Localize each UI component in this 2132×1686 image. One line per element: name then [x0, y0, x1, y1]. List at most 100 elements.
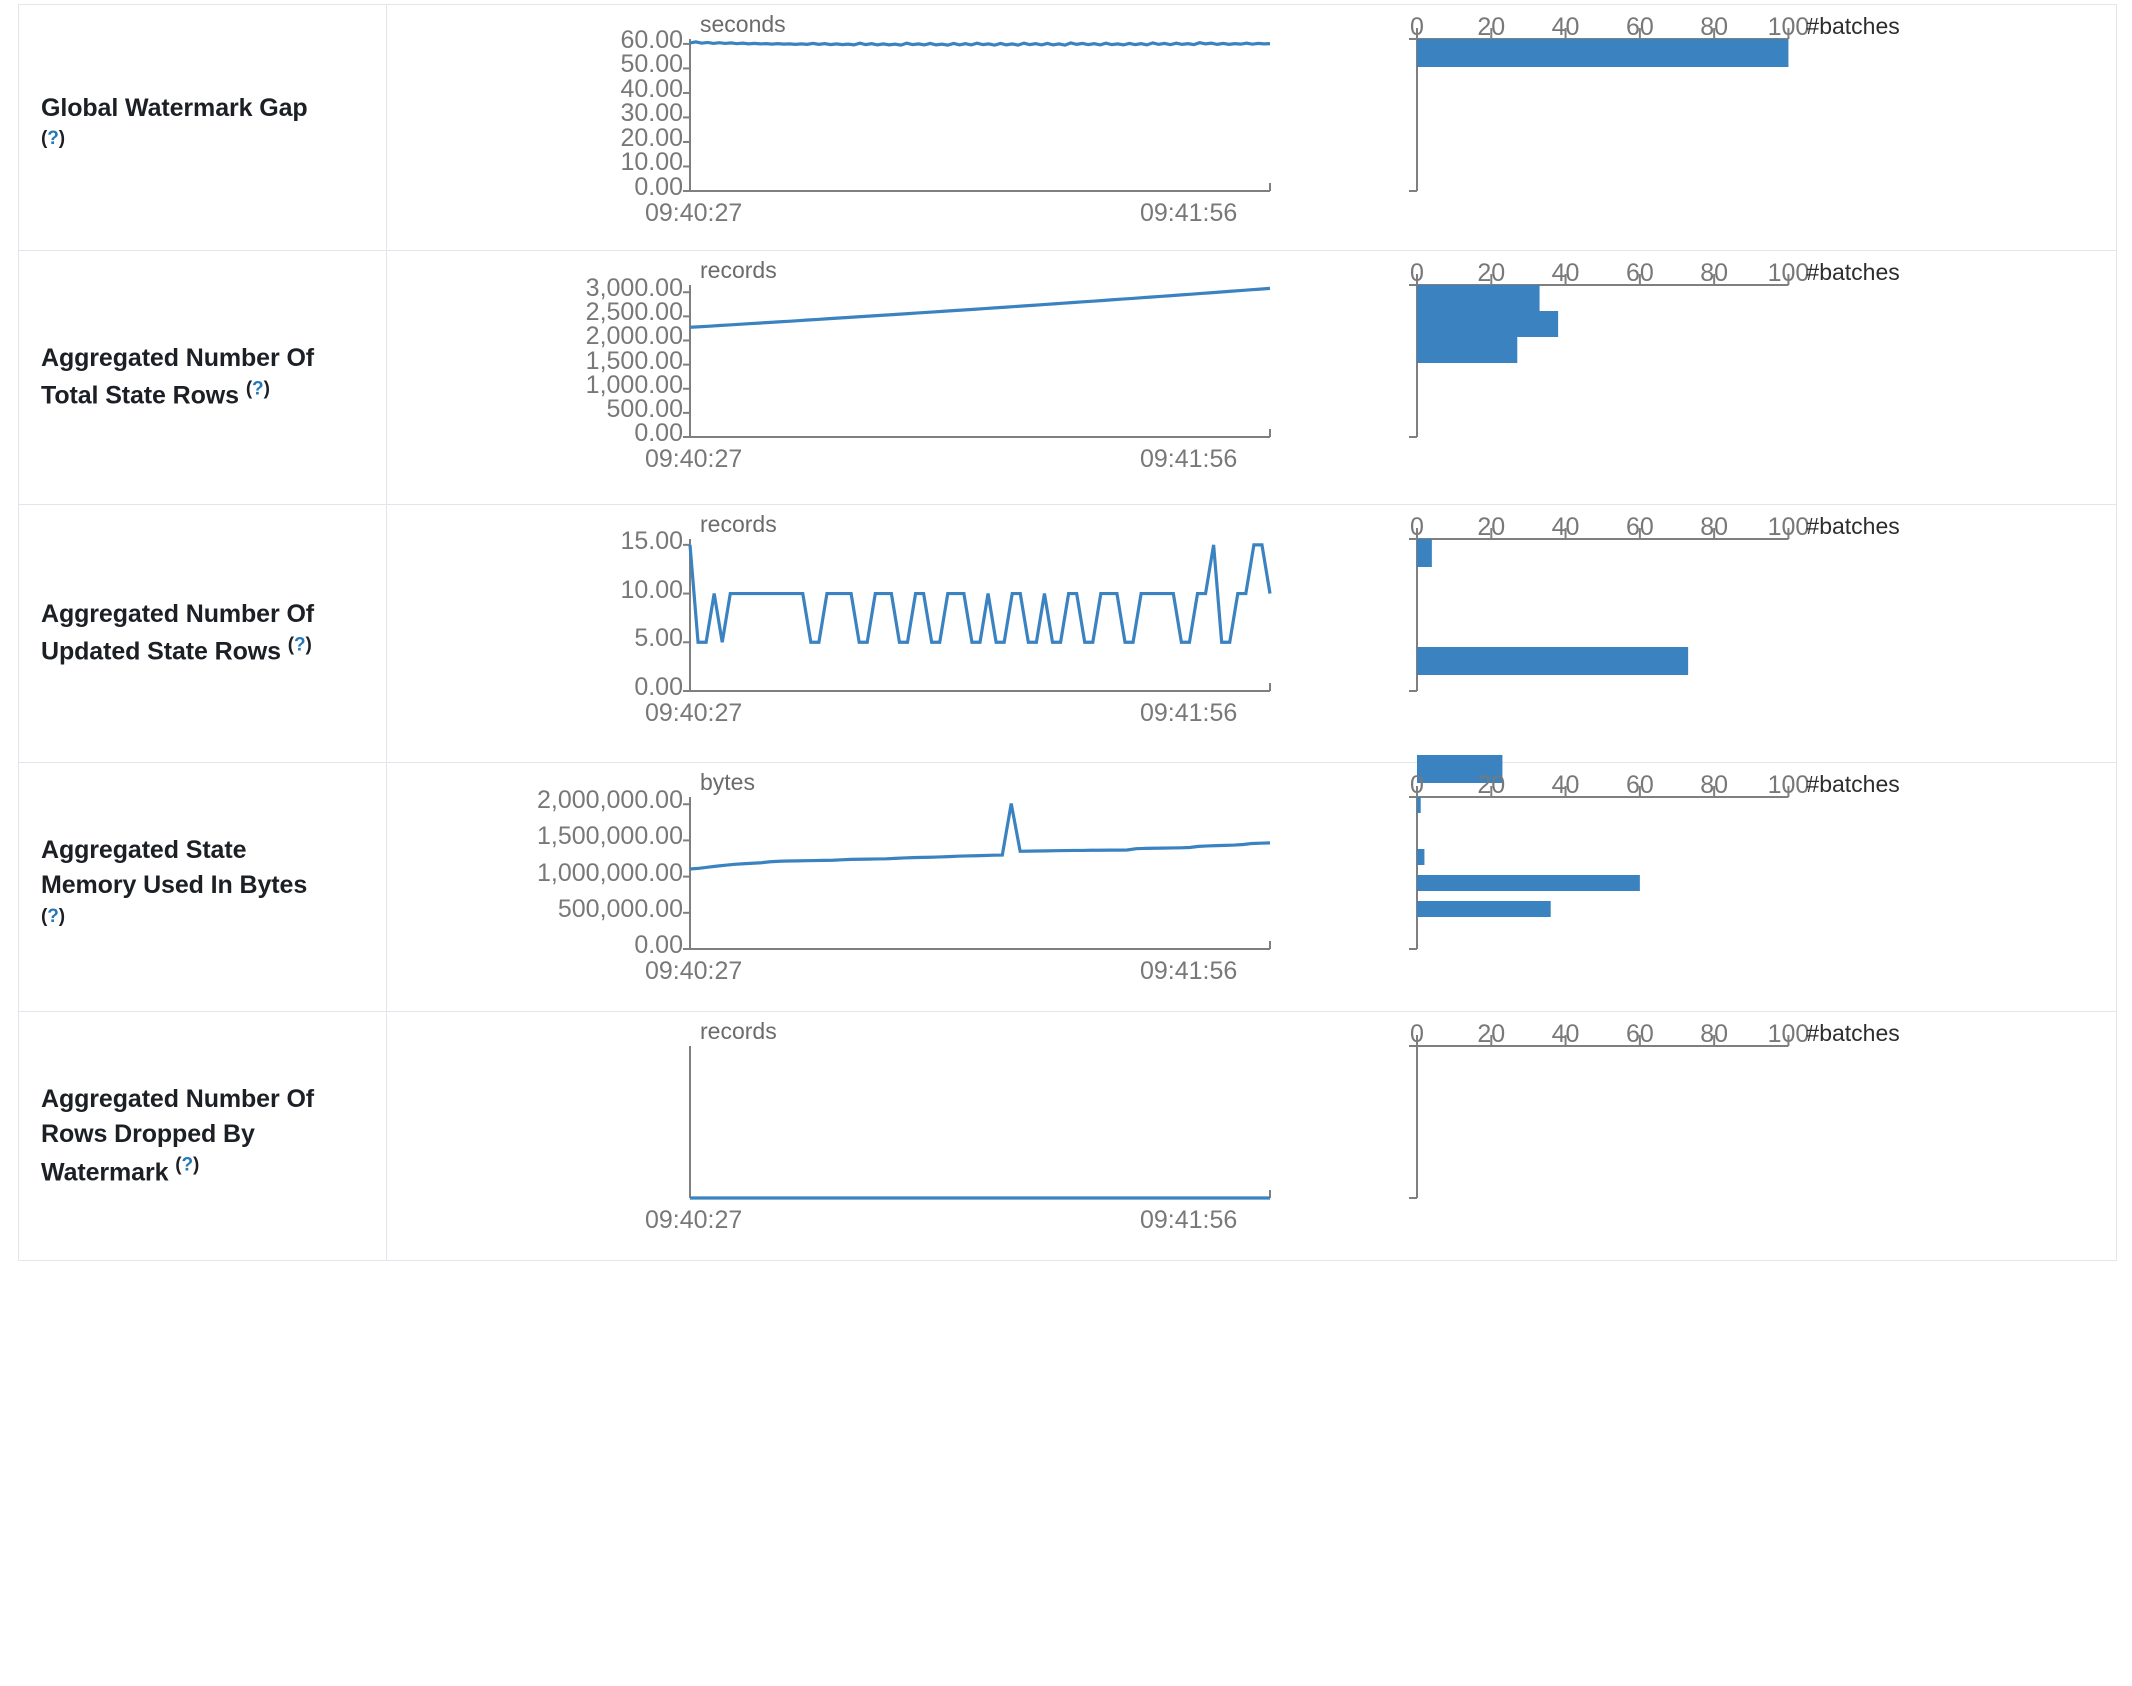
metric-charts-cell: bytes 2,000,000.00 1,500,000.00 1,000,000.0… — [386, 762, 2117, 1012]
histogram-axis-label: #batches — [1806, 13, 1900, 39]
histogram-tick-label: 0 — [1410, 13, 1424, 41]
histogram-axis-label: #batches — [1806, 1020, 1900, 1046]
histogram-tick-label: 0 — [1410, 771, 1424, 799]
metric-name-line: Aggregated State — [41, 835, 247, 864]
metric-name: Aggregated Number Of Rows Dropped By Water… — [19, 1082, 386, 1191]
metric-name: Aggregated Number Of Total State Rows (?) — [19, 341, 386, 414]
histogram-axis-label: #batches — [1806, 513, 1900, 539]
timeline-x-tick-start: 09:40:27 — [645, 957, 743, 985]
histogram-bar — [1417, 539, 1432, 567]
metric-label-cell: Aggregated Number Of Rows Dropped By Water… — [18, 1011, 387, 1261]
help-icon[interactable]: ? — [293, 634, 306, 656]
timeline-plot[interactable] — [683, 285, 1271, 438]
histogram-tick-label: 0 — [1410, 259, 1424, 287]
charts-container: bytes 2,000,000.00 1,500,000.00 1,000,000.0… — [387, 763, 2116, 1011]
histogram-bar — [1417, 337, 1518, 363]
metric-name-line: Total State Rows (?) — [41, 378, 270, 410]
histogram-plot[interactable] — [1409, 274, 1817, 438]
timeline-y-tick: 2,000.00 — [585, 322, 683, 351]
timeline-x-tick-end: 09:41:56 — [1140, 957, 1238, 985]
timeline-x-tick-end: 09:41:56 — [1140, 699, 1238, 727]
metric-label-cell: Aggregated State Memory Used In Bytes (?) — [18, 762, 387, 1012]
timeline-y-tick: 50.00 — [620, 50, 683, 79]
metric-row: Global Watermark Gap (?) seconds 60.00 50.00… — [18, 4, 2117, 251]
metric-charts-cell: records 3,000.00 2,500.00 2,000.00 1,500.00 1… — [386, 250, 2117, 505]
timeline-unit-label: records — [700, 257, 777, 283]
charts-container: seconds 60.00 50.00 40.00 30.00 20.00 10.00 0.0… — [387, 5, 2116, 250]
timeline-plot[interactable] — [683, 539, 1272, 692]
histogram-plot[interactable] — [1409, 786, 1817, 950]
metric-name-line: Aggregated Number Of — [41, 1084, 315, 1113]
timeline-unit-label: records — [700, 511, 777, 537]
timeline-y-tick: 500,000.00 — [557, 894, 683, 923]
histogram-bar — [1417, 647, 1689, 675]
metric-row: Aggregated Number Of Total State Rows (?)… — [18, 250, 2117, 505]
metric-name-line: Aggregated Number Of — [41, 599, 315, 628]
histogram-bar — [1417, 311, 1559, 337]
timeline-y-tick: 40.00 — [620, 74, 683, 103]
timeline-x-tick-start: 09:40:27 — [645, 199, 743, 227]
timeline-y-tick: 10.00 — [620, 575, 683, 604]
help-icon[interactable]: ? — [47, 905, 59, 927]
help-icon[interactable]: ? — [47, 128, 59, 150]
metric-name: Global Watermark Gap (?) — [19, 91, 386, 164]
metric-name-line: Updated State Rows (?) — [41, 634, 312, 666]
charts-container: records 09:40:27 09:41:56 0 20 40 60 80 100 #batc… — [387, 1012, 2116, 1260]
timeline-y-tick: 30.00 — [620, 99, 683, 128]
timeline-y-tick: 2,000,000.00 — [537, 786, 683, 815]
metric-charts-cell: records 09:40:27 09:41:56 0 20 40 60 80 100 #batc… — [386, 1011, 2117, 1261]
timeline-y-tick: 0.00 — [634, 173, 683, 201]
metric-label-cell: Aggregated Number Of Total State Rows (?) — [18, 250, 387, 505]
help-icon[interactable]: ? — [252, 378, 264, 400]
timeline-y-tick: 2,500.00 — [585, 298, 683, 327]
metric-name-line: Memory Used In Bytes — [41, 871, 308, 900]
metric-charts-cell: records 15.00 10.00 5.00 0.00 09:40:27 09:41:5… — [386, 504, 2117, 783]
histogram-plot[interactable] — [1409, 528, 1817, 783]
timeline-y-tick: 0.00 — [634, 673, 683, 701]
timeline-y-tick: 500.00 — [606, 394, 683, 423]
charts-container: records 15.00 10.00 5.00 0.00 09:40:27 09:41:5… — [387, 505, 2116, 783]
metric-row: Aggregated Number Of Updated State Rows (… — [18, 504, 2117, 783]
timeline-y-tick: 1,000,000.00 — [537, 858, 683, 887]
histogram-bar — [1417, 797, 1421, 813]
metric-row: Aggregated Number Of Rows Dropped By Water… — [18, 1011, 2117, 1261]
metric-name-line: Global Watermark Gap — [41, 93, 308, 122]
timeline-y-tick: 1,000.00 — [585, 370, 683, 399]
timeline-plot[interactable] — [683, 39, 1271, 192]
histogram-bar — [1417, 39, 1789, 67]
timeline-x-tick-end: 09:41:56 — [1140, 1206, 1238, 1234]
timeline-x-tick-start: 09:40:27 — [645, 699, 743, 727]
timeline-unit-label: seconds — [700, 11, 786, 37]
help-group: (?) — [175, 1154, 200, 1176]
histogram-bar — [1417, 755, 1503, 783]
histogram-bar — [1417, 285, 1540, 311]
metric-label-cell: Global Watermark Gap (?) — [18, 4, 387, 251]
histogram-axis-label: #batches — [1806, 771, 1900, 797]
timeline-unit-label: bytes — [700, 769, 755, 795]
histogram-tick-label: 0 — [1410, 513, 1424, 541]
timeline-y-tick: 0.00 — [634, 419, 683, 447]
timeline-x-tick-start: 09:40:27 — [645, 1206, 743, 1234]
timeline-plot[interactable] — [683, 797, 1271, 950]
metric-row: Aggregated State Memory Used In Bytes (?) b… — [18, 762, 2117, 1012]
metric-name-line: Rows Dropped By — [41, 1120, 255, 1149]
timeline-y-tick: 1,500.00 — [585, 346, 683, 375]
timeline-x-tick-start: 09:40:27 — [645, 445, 743, 473]
timeline-plot[interactable] — [689, 1046, 1271, 1200]
timeline-y-tick: 3,000.00 — [585, 274, 683, 303]
help-group: (?) — [41, 905, 65, 927]
timeline-y-tick: 20.00 — [620, 123, 683, 152]
histogram-bar — [1417, 849, 1425, 865]
histogram-axis-label: #batches — [1806, 259, 1900, 285]
help-group: (?) — [41, 128, 65, 150]
timeline-y-tick: 5.00 — [634, 624, 683, 653]
timeline-y-tick: 0.00 — [634, 931, 683, 959]
help-group: (?) — [245, 378, 270, 400]
timeline-y-tick: 15.00 — [620, 526, 683, 555]
timeline-unit-label: records — [700, 1018, 777, 1044]
histogram-plot[interactable] — [1409, 1035, 1817, 1199]
help-icon[interactable]: ? — [181, 1154, 193, 1176]
metric-name: Aggregated Number Of Updated State Rows (… — [19, 597, 386, 670]
histogram-plot[interactable] — [1409, 28, 1817, 192]
